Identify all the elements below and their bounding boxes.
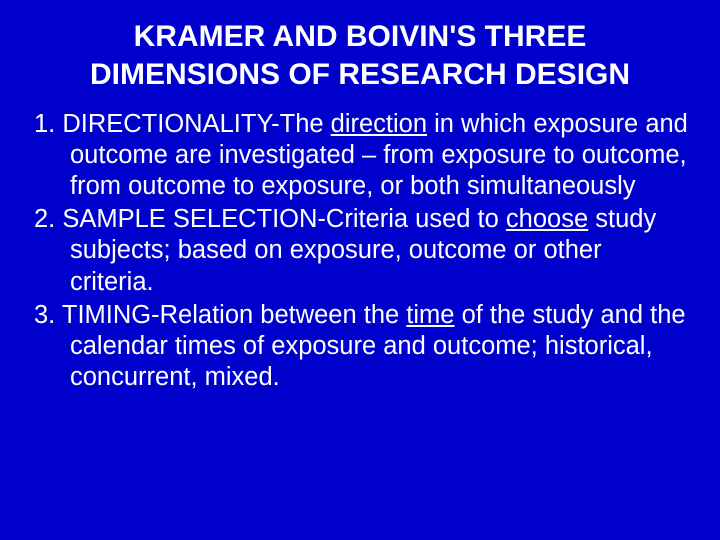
slide-body: 1. DIRECTIONALITY-The direction in which… [30,109,690,395]
slide-title: KRAMER AND BOIVIN'S THREE DIMENSIONS OF … [60,18,660,93]
slide: KRAMER AND BOIVIN'S THREE DIMENSIONS OF … [0,0,720,540]
item-lead: 3. TIMING-Relation between the [34,301,406,329]
item-lead: 1. DIRECTIONALITY-The [34,110,331,138]
item-lead: 2. SAMPLE SELECTION-Criteria used to [34,205,506,233]
list-item: 1. DIRECTIONALITY-The direction in which… [34,109,690,202]
list-item: 3. TIMING-Relation between the time of t… [34,300,690,393]
item-underline: time [406,301,454,329]
item-underline: direction [331,110,427,138]
item-underline: choose [506,205,588,233]
list-item: 2. SAMPLE SELECTION-Criteria used to cho… [34,204,690,297]
